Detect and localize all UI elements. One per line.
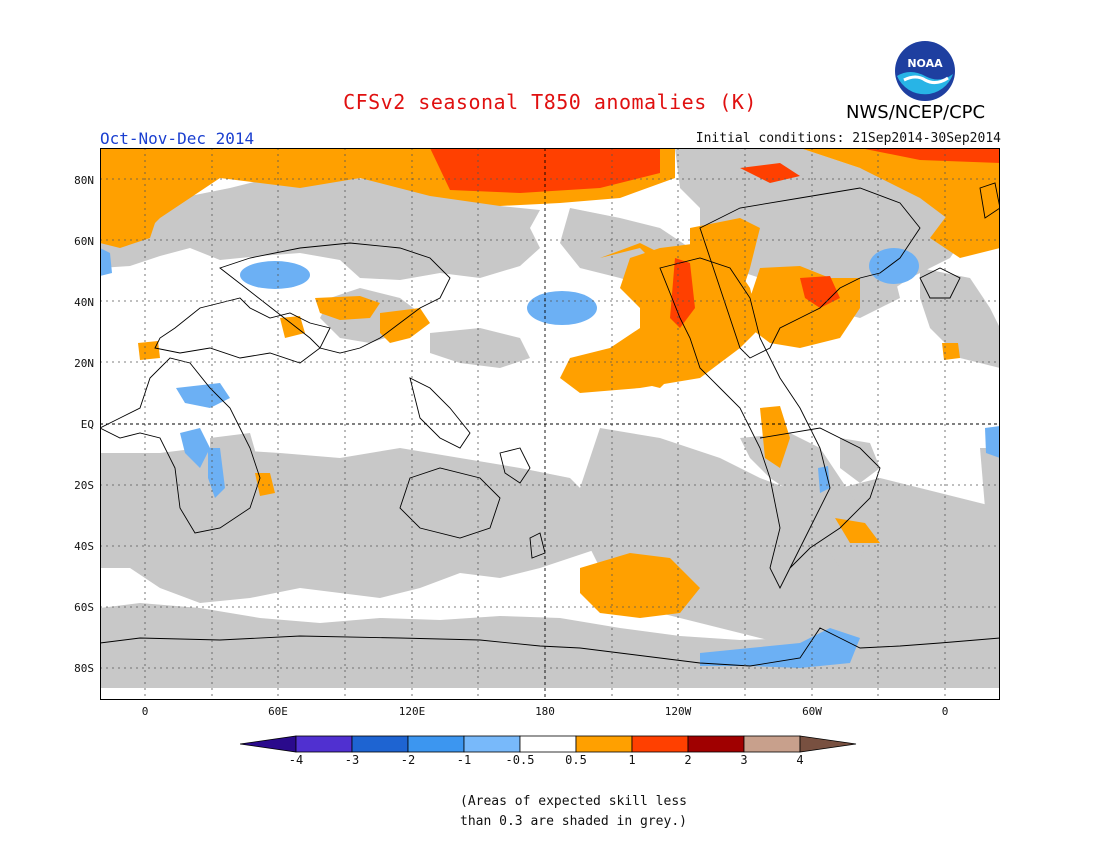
lon-label: 120E <box>398 705 426 718</box>
skill-note-line2: than 0.3 are shaded in grey.) <box>460 814 687 829</box>
lat-label: 60S <box>74 601 94 614</box>
colorbar-label: 3 <box>740 753 748 767</box>
skill-note-line1: (Areas of expected skill less <box>460 794 687 809</box>
reference-lines <box>100 148 1000 700</box>
colorbar-cell <box>575 735 633 753</box>
colorbar-label: -1 <box>456 753 472 767</box>
agency-label: NWS/NCEP/CPC <box>846 102 986 123</box>
colorbar-label: -3 <box>344 753 360 767</box>
noaa-logo-icon: NOAA <box>895 41 955 101</box>
lat-label: 20S <box>74 479 94 492</box>
negative-anomaly-areas <box>100 248 1000 668</box>
colorbar-cell <box>631 735 689 753</box>
lon-label: 60E <box>268 705 288 718</box>
anomaly-map <box>100 148 1000 700</box>
map-frame <box>100 148 1000 700</box>
colorbar-cell <box>519 735 577 753</box>
colorbar-cell <box>295 735 353 753</box>
colorbar-label: -2 <box>400 753 416 767</box>
strong-positive-anomaly-areas <box>430 148 1000 328</box>
colorbar-label: 1 <box>628 753 636 767</box>
lon-label: 0 <box>941 705 949 718</box>
colorbar-cell <box>463 735 521 753</box>
lat-label: 20N <box>74 357 94 370</box>
initial-conditions-label: Initial conditions: 21Sep2014-30Sep2014 <box>695 131 1001 146</box>
season-label: Oct-Nov-Dec 2014 <box>100 129 255 148</box>
colorbar-label: -0.5 <box>505 753 535 767</box>
lat-label: 80S <box>74 662 94 675</box>
colorbar-cell <box>351 735 409 753</box>
lon-label: 120W <box>664 705 692 718</box>
skill-note: (Areas of expected skill less than 0.3 a… <box>460 792 740 832</box>
colorbar-label: 0.5 <box>565 753 587 767</box>
lon-label: 0 <box>141 705 149 718</box>
lat-label: 40S <box>74 540 94 553</box>
colorbar-cell <box>799 735 857 753</box>
lat-label: 60N <box>74 235 94 248</box>
coastlines <box>100 182 1000 667</box>
lon-label: 180 <box>535 705 555 718</box>
lon-label: 60W <box>802 705 822 718</box>
lat-label: 40N <box>74 296 94 309</box>
colorbar-cell <box>687 735 745 753</box>
colorbar-cell <box>240 735 297 753</box>
colorbar-label: 4 <box>796 753 804 767</box>
colorbar-label: -4 <box>288 753 304 767</box>
lat-label: EQ <box>80 418 94 431</box>
noaa-logo-text: NOAA <box>907 57 943 70</box>
colorbar <box>240 735 857 753</box>
colorbar-cell <box>407 735 465 753</box>
colorbar-label: 2 <box>684 753 692 767</box>
colorbar-cell <box>743 735 801 753</box>
lat-label: 80N <box>74 174 94 187</box>
chart-title: CFSv2 seasonal T850 anomalies (K) <box>343 90 757 114</box>
gridlines <box>100 148 1000 700</box>
